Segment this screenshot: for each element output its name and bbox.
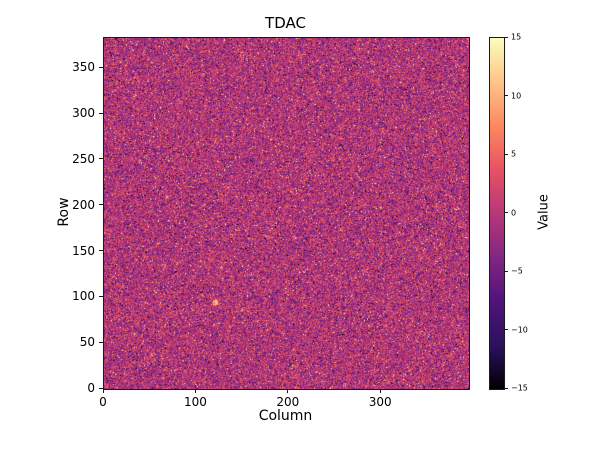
colorbar-tick-label: −5 [511, 266, 523, 276]
colorbar-gradient [490, 38, 504, 389]
x-tick-mark [287, 389, 289, 393]
colorbar-tick-label: 0 [511, 208, 517, 217]
y-tick-mark [99, 204, 103, 206]
colorbar-tick-mark [505, 212, 508, 213]
colorbar-label: Value [536, 194, 552, 230]
y-tick-label: 50 [79, 335, 95, 350]
y-tick-mark [99, 295, 103, 297]
y-tick-label: 150 [72, 243, 95, 258]
colorbar-axis: 15 10 5 0 −5 −10 −15 [504, 33, 554, 393]
heatmap-canvas [104, 38, 469, 389]
x-tick-mark [102, 389, 104, 393]
colorbar-tick-mark [505, 36, 508, 38]
y-tick-label: 350 [72, 60, 95, 75]
x-tick-mark [379, 389, 381, 393]
y-tick-mark [99, 112, 103, 114]
y-tick-mark [99, 341, 103, 343]
colorbar-tick-mark [505, 387, 508, 389]
y-tick-label: 200 [72, 197, 95, 212]
x-axis: 0 100 200 300 [99, 388, 468, 412]
y-axis: 0 50 100 150 200 250 300 350 [0, 37, 103, 395]
x-tick-label: 100 [183, 395, 207, 409]
y-tick-mark [99, 158, 103, 160]
colorbar-tick-label: 10 [511, 91, 522, 100]
y-tick-mark [99, 387, 103, 389]
colorbar-tick-mark [505, 153, 508, 155]
chart-title: TDAC [265, 14, 306, 32]
y-tick-mark [99, 250, 103, 252]
colorbar-tick-label: −10 [511, 325, 528, 334]
x-tick-label: 300 [368, 395, 392, 409]
y-tick-label: 100 [72, 289, 95, 304]
colorbar-tick-mark [505, 329, 508, 331]
colorbar [489, 37, 505, 390]
x-tick-label: 0 [99, 395, 107, 409]
y-tick-label: 0 [87, 381, 95, 395]
heatmap-plot [103, 37, 470, 390]
x-tick-label: 200 [276, 395, 300, 409]
x-axis-label: Column [258, 408, 313, 424]
colorbar-tick-label: −15 [511, 383, 528, 393]
colorbar-tick-label: 15 [511, 32, 522, 42]
colorbar-tick-mark [505, 95, 508, 96]
y-tick-label: 250 [72, 151, 95, 166]
y-tick-mark [99, 66, 103, 68]
y-tick-label: 300 [72, 106, 95, 121]
x-tick-mark [194, 389, 196, 393]
colorbar-tick-mark [505, 270, 508, 272]
y-axis-label: Row [56, 197, 72, 227]
colorbar-tick-label: 5 [511, 149, 517, 159]
